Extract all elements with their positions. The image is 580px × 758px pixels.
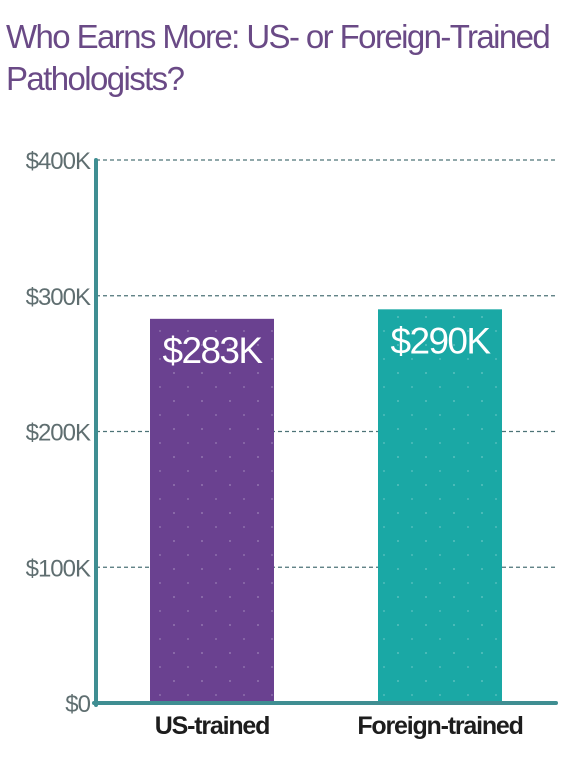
x-category-label: US-trained bbox=[155, 712, 269, 740]
y-tick-label: $300K bbox=[26, 284, 91, 311]
y-tick-label: $400K bbox=[26, 148, 91, 175]
y-tick-label: $100K bbox=[26, 555, 91, 582]
data-label: $290K bbox=[391, 320, 492, 361]
bar-texture bbox=[378, 309, 502, 703]
bar-texture bbox=[150, 318, 274, 703]
y-tick-label: $200K bbox=[26, 420, 91, 447]
data-label: $283K bbox=[163, 330, 264, 371]
bars bbox=[150, 309, 502, 703]
x-category-label: Foreign-trained bbox=[357, 712, 522, 740]
labels: $0 $100K $200K $300K $400K $283K US-trained $29… bbox=[26, 148, 524, 740]
chart-title: Who Earns More: US- or Foreign-Trained P… bbox=[6, 18, 551, 97]
y-tick-label: $0 bbox=[65, 691, 90, 718]
axes bbox=[92, 158, 558, 707]
